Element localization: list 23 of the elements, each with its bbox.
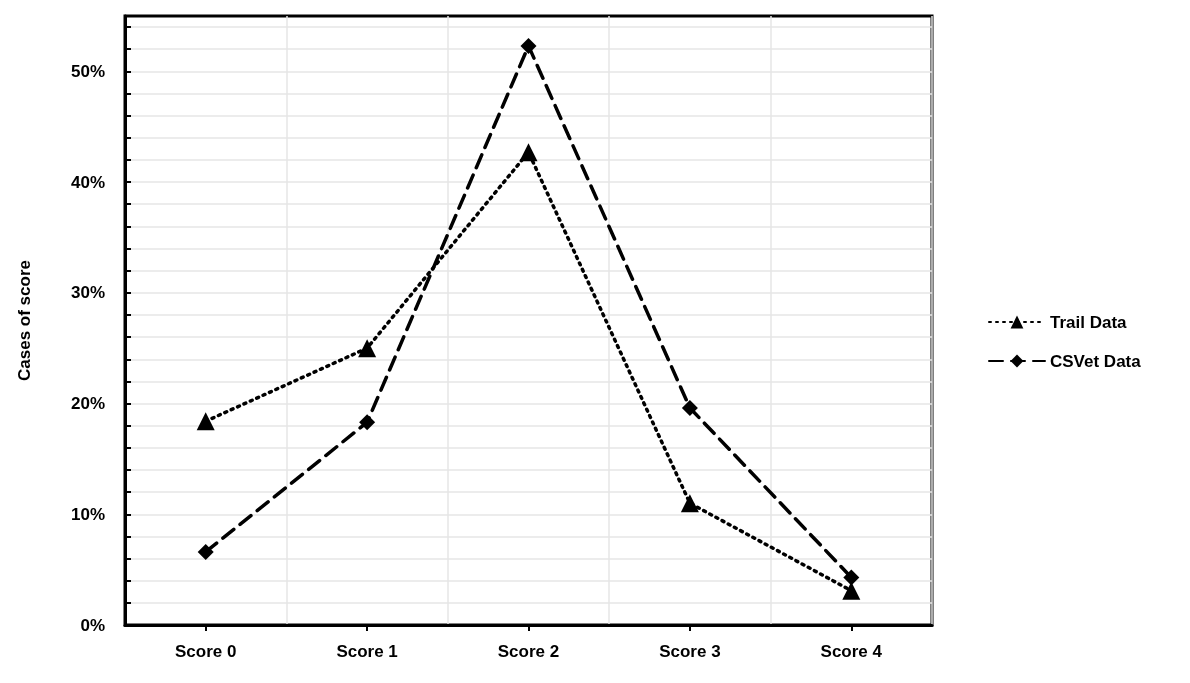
legend-label: Trail Data xyxy=(1050,312,1128,332)
point xyxy=(681,399,698,416)
point xyxy=(197,543,214,560)
point xyxy=(196,412,215,431)
y-tick-label: 40% xyxy=(70,172,105,192)
point xyxy=(843,569,860,586)
point xyxy=(680,494,699,513)
y-tick-label: 10% xyxy=(70,504,105,524)
point xyxy=(358,339,377,358)
y-tick-label: 0% xyxy=(80,615,105,635)
x-tick-label: Score 0 xyxy=(174,642,237,661)
point xyxy=(519,143,538,162)
y-tick-label: 30% xyxy=(70,283,105,303)
x-tick-label: Score 4 xyxy=(820,642,883,661)
point xyxy=(520,37,537,54)
point xyxy=(359,414,376,431)
x-tick-label: Score 2 xyxy=(497,642,560,661)
y-tick-label: 50% xyxy=(70,61,105,81)
y-axis-title: Cases of score xyxy=(15,260,34,381)
y-tick-label: 20% xyxy=(70,394,105,414)
legend-label: CSVet Data xyxy=(1050,351,1142,371)
x-tick-label: Score 3 xyxy=(659,642,721,661)
x-tick-label: Score 1 xyxy=(336,642,398,661)
